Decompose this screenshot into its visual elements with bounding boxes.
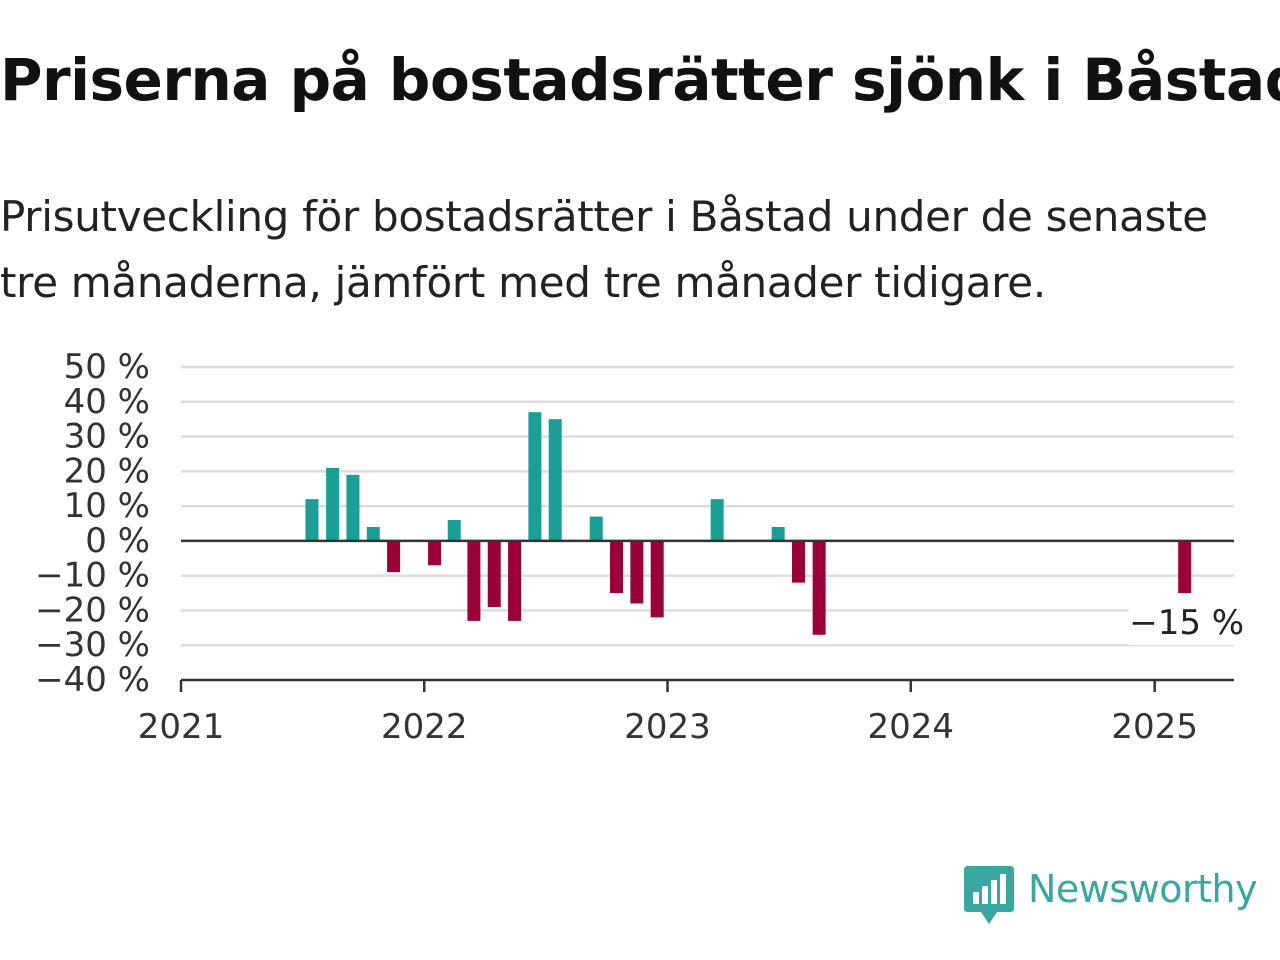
bar <box>812 540 826 635</box>
brand-name: Newsworthy <box>1028 867 1258 911</box>
data-label-bg <box>1128 601 1241 646</box>
bar <box>326 467 340 541</box>
bar <box>467 540 481 621</box>
y-tick-label: −30 % <box>35 625 150 665</box>
bar <box>528 412 542 541</box>
page-title: Priserna på bostadsrätter sjönk i Båstad <box>0 46 1280 114</box>
bar <box>346 474 360 541</box>
bar <box>630 540 644 604</box>
x-tick-label: 2024 <box>868 707 955 747</box>
newsworthy-logo: Newsworthy <box>964 866 1258 926</box>
bar <box>428 540 442 566</box>
y-tick-label: 40 % <box>64 382 150 422</box>
bar <box>366 526 380 541</box>
y-tick-label: 50 % <box>64 347 150 387</box>
y-tick-label: −10 % <box>35 556 150 596</box>
x-tick-label: 2022 <box>381 707 468 747</box>
bars <box>305 412 1192 635</box>
x-tick-label: 2023 <box>624 707 711 747</box>
gridlines <box>181 365 1234 647</box>
x-tick-label: 2025 <box>1111 707 1198 747</box>
newsworthy-logo-icon <box>964 866 1014 924</box>
bar <box>610 540 624 594</box>
bar <box>771 526 785 541</box>
bar <box>589 516 603 541</box>
bar <box>508 540 522 621</box>
y-tick-label: −20 % <box>35 590 150 630</box>
bar <box>548 419 562 541</box>
bar <box>487 540 501 607</box>
bar <box>650 540 664 618</box>
y-tick-label: 20 % <box>64 451 150 491</box>
bar <box>447 520 461 541</box>
labels: −40 %−30 %−20 %−10 %0 %10 %20 %30 %40 %5… <box>35 347 1244 747</box>
axes <box>179 539 1234 692</box>
bar <box>710 499 724 541</box>
bar <box>387 540 401 573</box>
bar <box>1178 540 1192 594</box>
bar <box>305 499 319 541</box>
data-label: −15 % <box>1129 603 1244 643</box>
y-tick-label: 30 % <box>64 417 150 457</box>
y-tick-label: 10 % <box>64 486 150 526</box>
x-tick-label: 2021 <box>138 707 225 747</box>
chart-subtitle: Prisutveckling för bostadsrätter i Båsta… <box>0 192 1208 307</box>
y-tick-label: −40 % <box>35 660 150 700</box>
y-tick-label: 0 % <box>85 521 150 561</box>
bar <box>791 540 805 583</box>
